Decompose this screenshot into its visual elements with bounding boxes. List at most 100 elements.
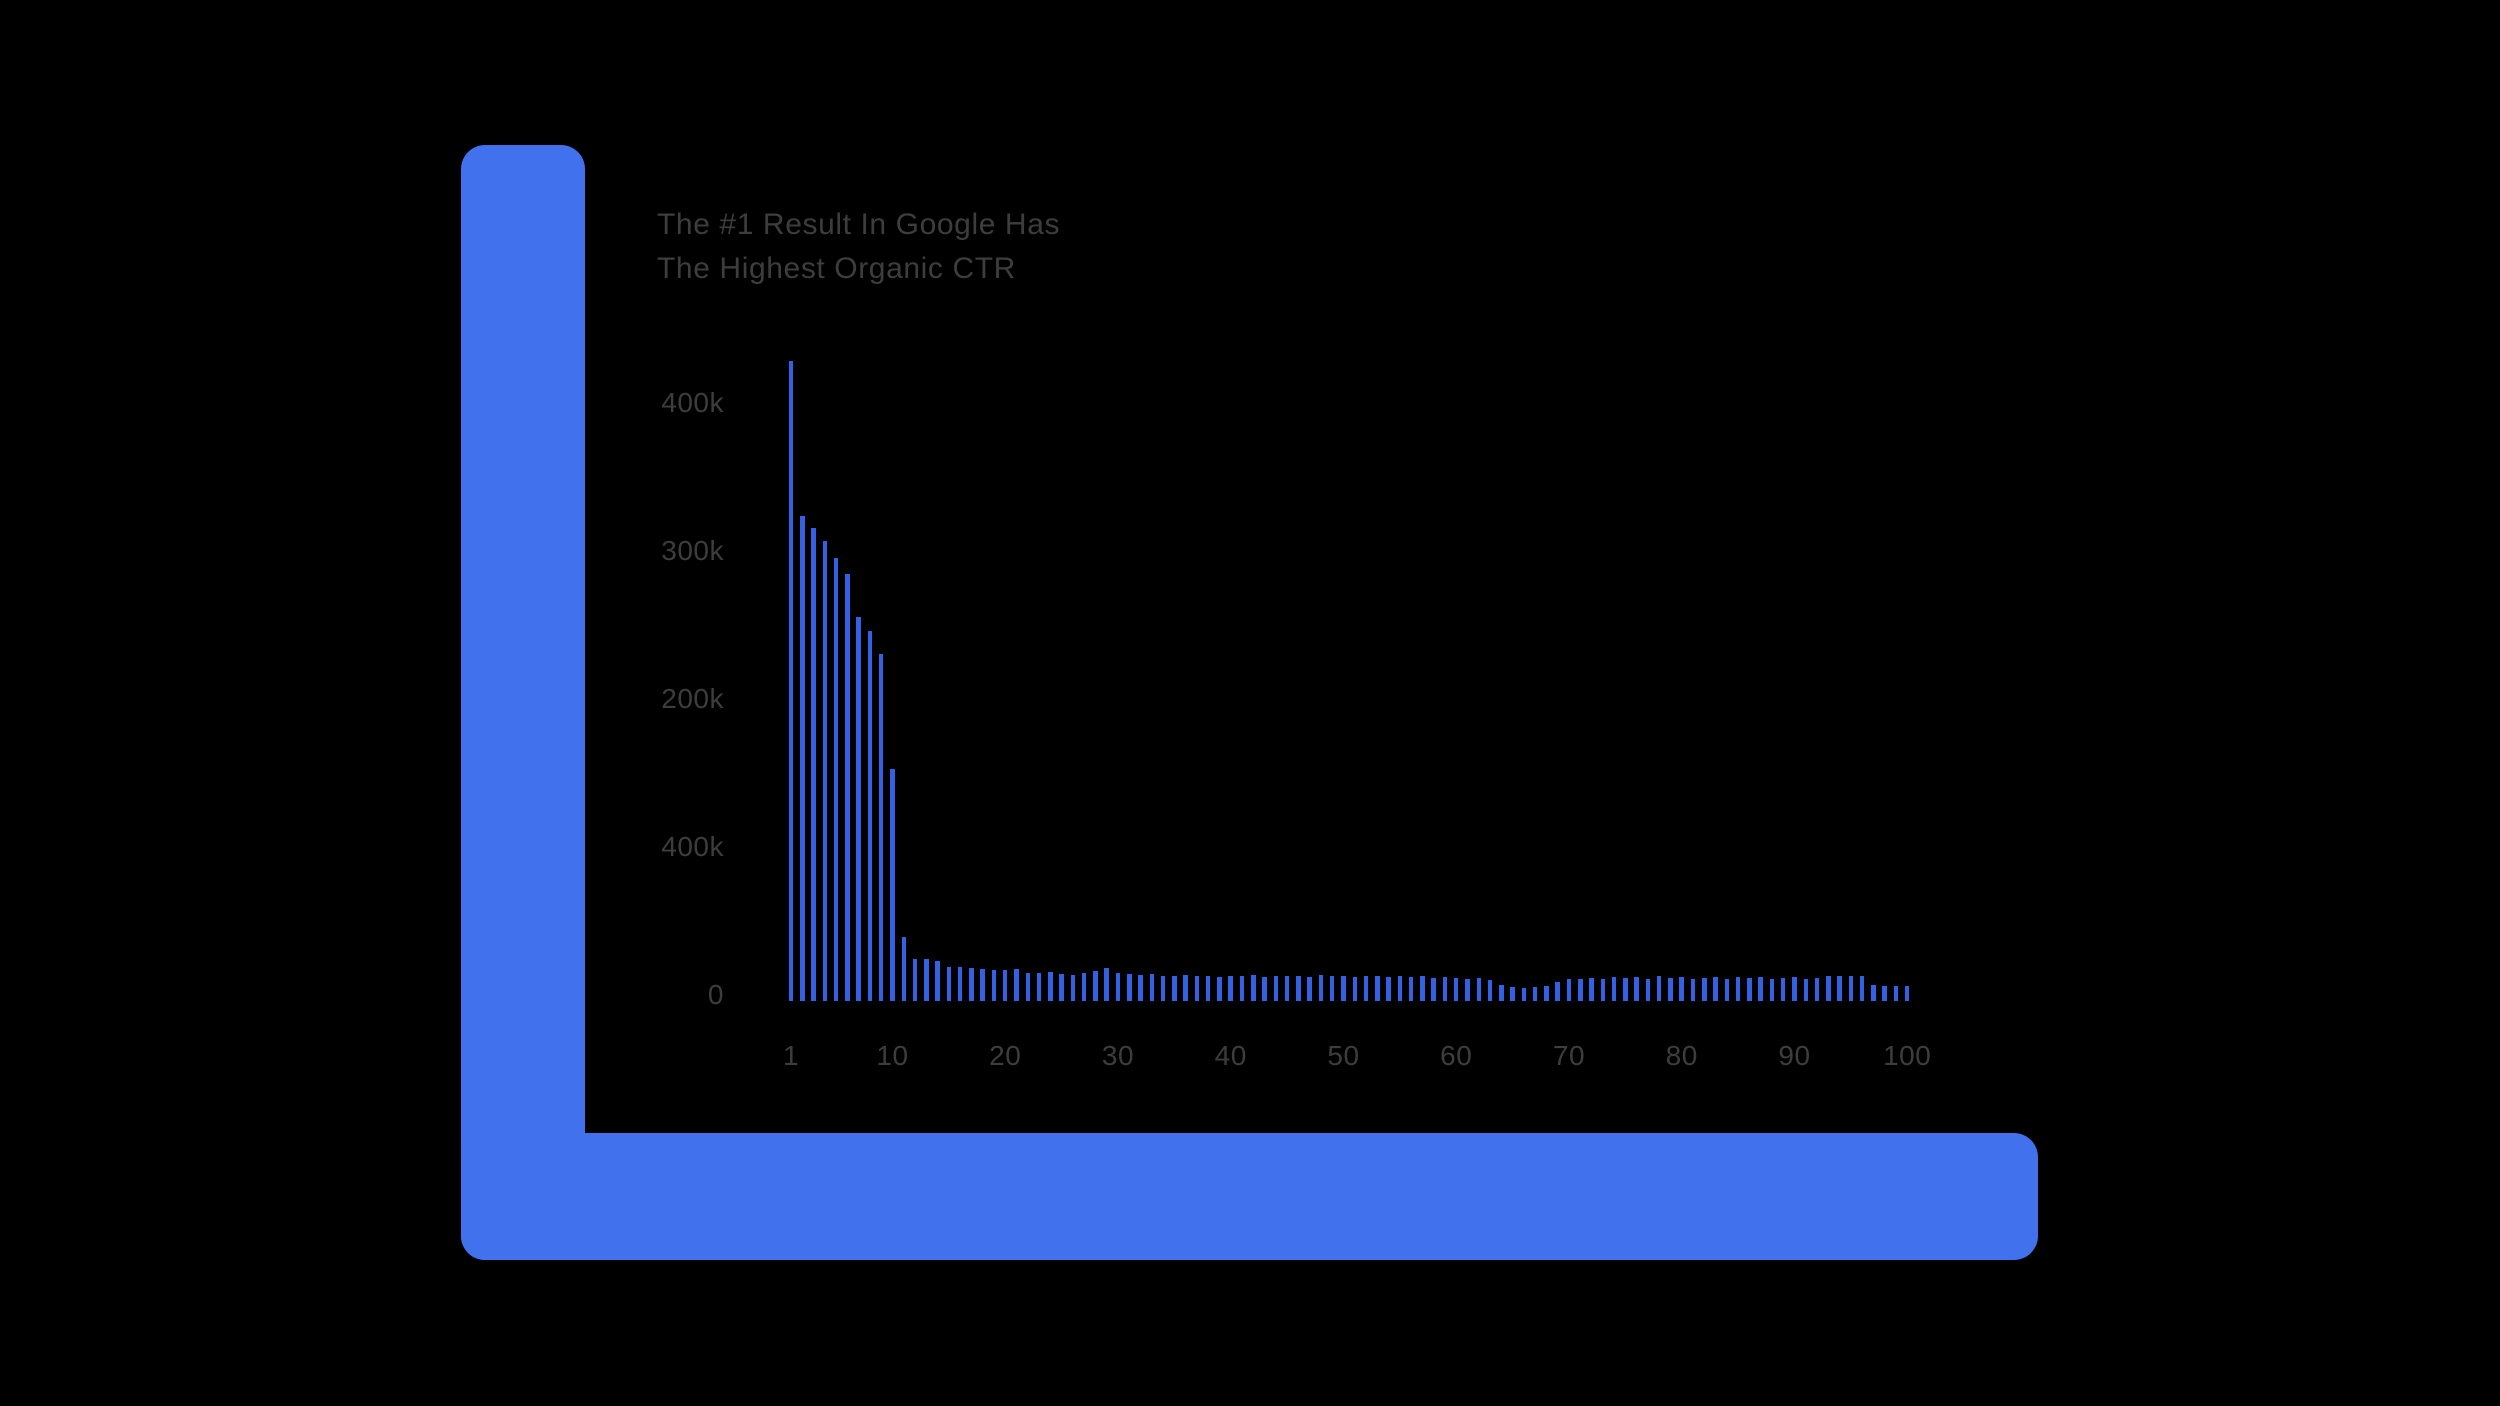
bar-position-37 xyxy=(1194,976,1200,1001)
bar-position-70 xyxy=(1566,979,1572,1001)
x-axis-tick-label: 50 xyxy=(1327,1040,1360,1071)
bar-position-78 xyxy=(1656,976,1662,1001)
bar-position-79 xyxy=(1668,977,1673,1001)
bar-position-23 xyxy=(1036,973,1042,1001)
bar-position-30 xyxy=(1115,972,1121,1001)
bar-position-66 xyxy=(1521,987,1527,1001)
bar-position-1 xyxy=(788,361,794,1001)
bar-position-59 xyxy=(1442,977,1448,1001)
y-axis-tick-label: 0 xyxy=(707,979,724,1010)
bar-position-27 xyxy=(1081,973,1087,1001)
bar-position-63 xyxy=(1487,980,1493,1001)
bar-position-57 xyxy=(1420,976,1425,1001)
bar-position-17 xyxy=(969,968,974,1001)
bar-position-47 xyxy=(1307,977,1312,1001)
bar-position-60 xyxy=(1453,977,1459,1001)
bar-position-71 xyxy=(1578,978,1583,1001)
bar-position-10 xyxy=(890,768,895,1001)
bar-position-76 xyxy=(1634,977,1639,1001)
bar-position-82 xyxy=(1702,977,1707,1001)
bar-position-7 xyxy=(856,617,861,1001)
bar-position-58 xyxy=(1431,977,1436,1001)
bar-position-5 xyxy=(833,557,839,1001)
bar-position-13 xyxy=(924,959,929,1001)
bar-position-18 xyxy=(980,969,985,1001)
bar-position-24 xyxy=(1048,971,1053,1001)
bar-position-77 xyxy=(1645,978,1651,1001)
bar-position-33 xyxy=(1149,974,1155,1001)
bar-position-44 xyxy=(1273,975,1279,1001)
bar-position-32 xyxy=(1138,974,1143,1001)
chart-title-line-1: The #1 Result In Google Has xyxy=(657,208,1061,241)
bar-position-50 xyxy=(1341,975,1346,1001)
bar-position-41 xyxy=(1239,976,1245,1001)
bar-position-56 xyxy=(1408,977,1414,1001)
bar-position-6 xyxy=(845,574,850,1001)
bar-position-52 xyxy=(1363,975,1369,1001)
bar-position-36 xyxy=(1183,974,1188,1001)
l-shape-horizontal-bar xyxy=(461,1133,2038,1260)
bar-position-83 xyxy=(1713,977,1718,1001)
bar-position-16 xyxy=(957,966,963,1001)
x-axis-tick-label: 40 xyxy=(1214,1040,1247,1071)
bar-position-49 xyxy=(1329,976,1335,1001)
bar-position-21 xyxy=(1014,969,1019,1001)
bar-position-12 xyxy=(912,959,918,1001)
bar-position-22 xyxy=(1025,972,1031,1001)
x-axis-tick-label: 30 xyxy=(1101,1040,1135,1071)
bar-position-72 xyxy=(1589,977,1594,1001)
bar-position-84 xyxy=(1724,978,1730,1001)
bar-position-43 xyxy=(1262,977,1267,1001)
bar-position-34 xyxy=(1160,975,1166,1001)
bar-position-54 xyxy=(1386,977,1391,1001)
bar-position-85 xyxy=(1735,977,1741,1001)
bar-position-65 xyxy=(1510,986,1515,1001)
bar-position-3 xyxy=(811,527,816,1001)
bar-position-69 xyxy=(1555,981,1560,1001)
bar-position-75 xyxy=(1623,977,1628,1001)
bar-position-48 xyxy=(1318,974,1324,1001)
bar-position-15 xyxy=(946,966,952,1001)
x-axis-tick-label: 100 xyxy=(1883,1040,1932,1071)
y-axis-tick-label: 300k xyxy=(661,535,724,566)
bar-position-31 xyxy=(1127,974,1132,1001)
bar-position-81 xyxy=(1690,979,1696,1001)
bar-position-55 xyxy=(1397,975,1403,1001)
bar-position-93 xyxy=(1826,975,1831,1001)
bar-position-11 xyxy=(901,937,906,1001)
bar-position-19 xyxy=(991,969,997,1001)
bar-position-61 xyxy=(1465,978,1470,1001)
bar-position-100 xyxy=(1904,986,1910,1001)
bar-position-91 xyxy=(1803,978,1808,1001)
bar-position-64 xyxy=(1499,985,1504,1001)
bar-position-29 xyxy=(1104,968,1109,1001)
bar-position-51 xyxy=(1352,977,1357,1001)
bar-position-40 xyxy=(1228,975,1233,1001)
bar-position-98 xyxy=(1882,986,1887,1001)
bar-position-88 xyxy=(1769,978,1775,1001)
x-axis-tick-label: 1 xyxy=(782,1040,800,1071)
bar-position-53 xyxy=(1375,976,1380,1001)
bar-position-45 xyxy=(1284,976,1290,1001)
bar-position-4 xyxy=(822,541,828,1001)
bar-position-74 xyxy=(1611,977,1617,1001)
x-axis-tick-label: 20 xyxy=(989,1040,1022,1071)
bar-position-73 xyxy=(1600,978,1606,1001)
bar-position-92 xyxy=(1814,977,1820,1001)
bar-position-90 xyxy=(1792,977,1797,1001)
bar-position-14 xyxy=(935,960,940,1001)
bar-position-80 xyxy=(1679,977,1684,1001)
bar-position-87 xyxy=(1758,977,1763,1001)
l-shape-vertical-bar xyxy=(461,145,585,1260)
bar-position-97 xyxy=(1871,985,1876,1001)
bar-position-95 xyxy=(1848,975,1854,1001)
bar-position-35 xyxy=(1172,976,1177,1001)
bar-position-28 xyxy=(1093,971,1098,1001)
y-axis-tick-label: 200k xyxy=(661,683,724,714)
bar-position-8 xyxy=(867,630,873,1001)
bar-position-62 xyxy=(1476,977,1482,1001)
bar-position-99 xyxy=(1893,986,1899,1001)
bar-position-67 xyxy=(1532,986,1538,1001)
bar-position-96 xyxy=(1859,976,1865,1001)
